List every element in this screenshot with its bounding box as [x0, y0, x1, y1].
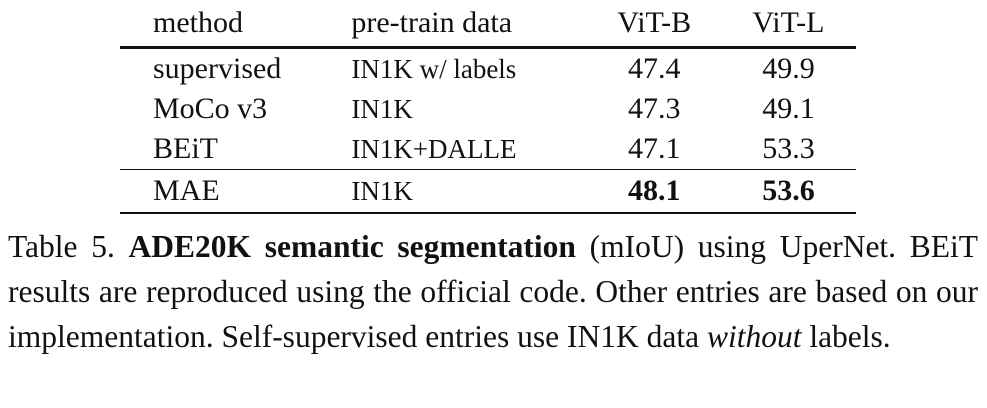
- cell-method: MAE: [120, 169, 352, 214]
- cell-method: BEiT: [153, 132, 218, 165]
- caption-label: Table 5.: [8, 229, 115, 264]
- header-pretrain-data: pre-train data: [351, 6, 513, 39]
- cell-vit-b: 47.3: [627, 92, 681, 125]
- table-caption: Table 5. ADE20K semantic segmentation (m…: [8, 224, 978, 359]
- header-vit-b: ViT-B: [617, 6, 692, 39]
- header-vit-l: ViT-L: [752, 6, 825, 39]
- cell-method: MoCo v3: [153, 92, 268, 125]
- results-table: method pre-train data ViT-B ViT-L superv…: [120, 0, 856, 214]
- cell-vit-l: 49.1: [762, 92, 815, 125]
- cell-pretrain-data: IN1K+DALLE: [351, 134, 517, 164]
- cell-vit-l: 49.9: [762, 52, 815, 85]
- cell-vit-b: 48.1: [587, 169, 721, 214]
- header-method: method: [153, 6, 243, 39]
- caption-body: (mIoU) using UperNet. BEiT results are r…: [8, 229, 979, 354]
- table-row: MAE IN1K 48.1 53.6: [120, 169, 856, 214]
- cell-vit-l: 53.3: [762, 132, 815, 165]
- cell-vit-b: 47.1: [627, 132, 681, 165]
- table-row: supervised IN1K w/ labels 47.4 49.9: [120, 48, 856, 90]
- caption-emphasis: without: [706, 319, 802, 354]
- table-header-row: method pre-train data ViT-B ViT-L: [120, 0, 856, 48]
- cell-pretrain-data: IN1K: [351, 169, 588, 214]
- cell-method: supervised: [153, 52, 282, 85]
- caption-body-end: labels.: [809, 319, 891, 354]
- table-row: BEiT IN1K+DALLE 47.1 53.3: [120, 129, 856, 170]
- cell-vit-b: 47.4: [627, 52, 681, 85]
- table-row: MoCo v3 IN1K 47.3 49.1: [120, 89, 856, 129]
- cell-pretrain-data: IN1K w/ labels: [351, 54, 517, 84]
- cell-pretrain-data: IN1K: [351, 94, 413, 124]
- cell-vit-l: 53.6: [720, 169, 856, 214]
- caption-title: ADE20K semantic segmentation: [128, 229, 576, 264]
